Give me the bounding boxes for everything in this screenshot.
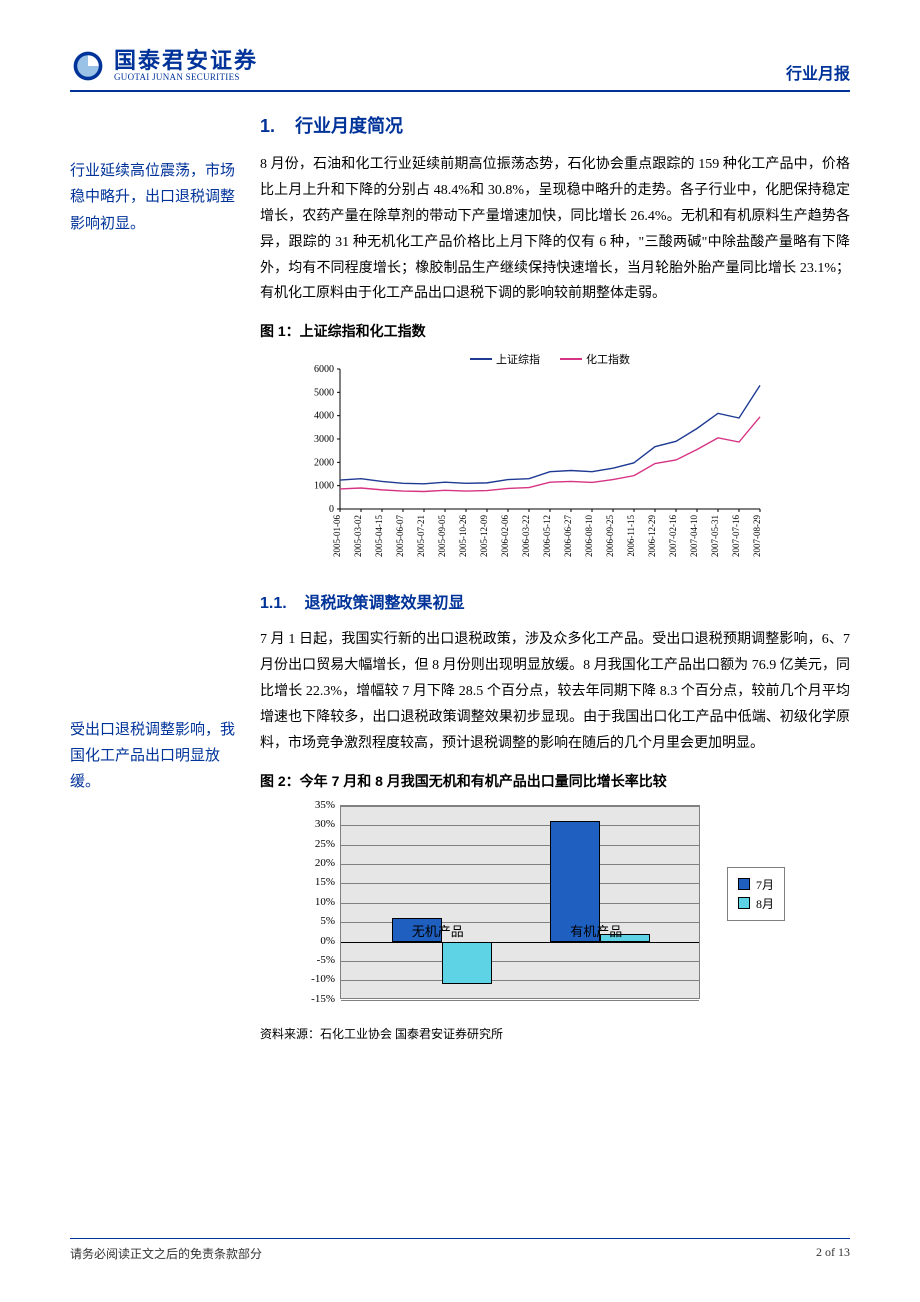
- svg-text:2005-06-07: 2005-06-07: [395, 515, 405, 557]
- legend-swatch: [738, 878, 750, 890]
- bar: [442, 942, 492, 985]
- fig2-legend-item-2: 8月: [738, 895, 774, 912]
- bc-ylabel: -15%: [290, 993, 335, 1005]
- section-1-title: 行业月度简况: [295, 116, 403, 136]
- svg-text:5000: 5000: [314, 388, 334, 399]
- svg-text:2006-06-27: 2006-06-27: [563, 515, 573, 557]
- fig2-bar-chart: 无机产品 有机产品 7月 8月 -15% -10% -5% 0% 5% 10% 15% 20% 2…: [290, 797, 810, 1017]
- fig1-legend-item-1: 上证综指: [470, 351, 540, 367]
- svg-text:6000: 6000: [314, 364, 334, 375]
- section-1-num: 1.: [260, 116, 275, 136]
- main-content: 1. 行业月度简况 8 月份，石油和化工行业延续前期高位振荡态势，石化协会重点跟…: [260, 112, 850, 1042]
- svg-text:2007-08-29: 2007-08-29: [752, 515, 762, 557]
- bc-ylabel: 20%: [290, 857, 335, 869]
- fig1-line-chart: 上证综指 化工指数 0 1000 2000 3000 4000 5000 6000 2005-…: [290, 347, 770, 567]
- legend-swatch: [738, 897, 750, 909]
- fig2-legend: 7月 8月: [727, 867, 785, 921]
- svg-text:2005-03-02: 2005-03-02: [353, 515, 363, 557]
- svg-text:3000: 3000: [314, 434, 334, 445]
- bc-ylabel: -5%: [290, 954, 335, 966]
- fig2-plot-area: 无机产品 有机产品: [340, 805, 700, 999]
- logo-text-cn: 国泰君安证券: [114, 50, 258, 72]
- svg-text:2006-05-12: 2006-05-12: [542, 515, 552, 557]
- footer-disclaimer: 请务必阅读正文之后的免责条款部分: [70, 1245, 262, 1262]
- svg-text:2000: 2000: [314, 458, 334, 469]
- bc-ylabel: 0%: [290, 935, 335, 947]
- legend-swatch: [560, 358, 582, 360]
- logo-icon: [70, 48, 106, 84]
- svg-text:2007-05-31: 2007-05-31: [710, 515, 720, 557]
- sidenote-1: 行业延续高位震荡，市场稳中略升，出口退税调整影响初显。: [70, 158, 240, 237]
- header-category: 行业月报: [786, 60, 850, 84]
- fig2-legend-label-2: 8月: [756, 895, 774, 912]
- section-11-num: 1.1.: [260, 595, 287, 612]
- fig2-title: 图 2：今年 7 月和 8 月我国无机和有机产品出口量同比增长率比较: [260, 771, 850, 791]
- logo: 国泰君安证券 GUOTAI JUNAN SECURITIES: [70, 48, 258, 84]
- svg-text:2006-09-25: 2006-09-25: [605, 515, 615, 557]
- svg-text:2006-02-06: 2006-02-06: [500, 515, 510, 557]
- sidenote-2: 受出口退税调整影响，我国化工产品出口明显放缓。: [70, 717, 240, 796]
- bc-ylabel: 30%: [290, 818, 335, 830]
- fig2-legend-item-1: 7月: [738, 876, 774, 893]
- fig2-legend-label-1: 7月: [756, 876, 774, 893]
- fig1-legend: 上证综指 化工指数: [340, 351, 760, 367]
- sidebar: 行业延续高位震荡，市场稳中略升，出口退税调整影响初显。 受出口退税调整影响，我国…: [70, 112, 240, 1042]
- section-11-title: 退税政策调整效果初显: [304, 595, 464, 612]
- section-1-heading: 1. 行业月度简况: [260, 112, 850, 138]
- bc-ylabel: 10%: [290, 896, 335, 908]
- svg-text:2005-07-21: 2005-07-21: [416, 515, 426, 557]
- fig1-legend-label-1: 上证综指: [496, 351, 540, 367]
- legend-swatch: [470, 358, 492, 360]
- bc-ylabel: -10%: [290, 973, 335, 985]
- svg-text:2005-09-05: 2005-09-05: [437, 515, 447, 557]
- svg-text:2005-04-15: 2005-04-15: [374, 515, 384, 557]
- svg-text:4000: 4000: [314, 411, 334, 422]
- svg-text:1000: 1000: [314, 481, 334, 492]
- bc-category-label: 无机产品: [412, 921, 464, 940]
- svg-text:2006-08-10: 2006-08-10: [584, 515, 594, 557]
- svg-text:2007-04-10: 2007-04-10: [689, 515, 699, 557]
- page-header: 国泰君安证券 GUOTAI JUNAN SECURITIES 行业月报: [70, 48, 850, 92]
- footer-page-number: 2 of 13: [816, 1245, 850, 1262]
- svg-text:2007-02-16: 2007-02-16: [668, 515, 678, 557]
- svg-text:2005-10-26: 2005-10-26: [458, 515, 468, 557]
- fig1-svg: 0 1000 2000 3000 4000 5000 6000 2005-01-06 2005-…: [290, 347, 770, 567]
- logo-text-en: GUOTAI JUNAN SECURITIES: [114, 72, 258, 82]
- bc-ylabel: 15%: [290, 876, 335, 888]
- svg-text:2005-12-09: 2005-12-09: [479, 515, 489, 557]
- page-footer: 请务必阅读正文之后的免责条款部分 2 of 13: [70, 1238, 850, 1262]
- svg-text:2006-11-15: 2006-11-15: [626, 515, 636, 557]
- section-11-heading: 1.1. 退税政策调整效果初显: [260, 589, 850, 613]
- fig1-title: 图 1：上证综指和化工指数: [260, 321, 850, 341]
- fig2-source: 资料来源：石化工业协会 国泰君安证券研究所: [260, 1025, 850, 1042]
- svg-text:2007-07-16: 2007-07-16: [731, 515, 741, 557]
- fig1-legend-label-2: 化工指数: [586, 351, 630, 367]
- svg-text:0: 0: [329, 504, 334, 515]
- section-1-para: 8 月份，石油和化工行业延续前期高位振荡态势，石化协会重点跟踪的 159 种化工…: [260, 152, 850, 307]
- bc-ylabel: 5%: [290, 915, 335, 927]
- svg-text:2006-03-22: 2006-03-22: [521, 515, 531, 557]
- section-11-para: 7 月 1 日起，我国实行新的出口退税政策，涉及众多化工产品。受出口退税预期调整…: [260, 627, 850, 756]
- bc-category-label: 有机产品: [570, 921, 622, 940]
- svg-text:2005-01-06: 2005-01-06: [332, 515, 342, 557]
- svg-text:2006-12-29: 2006-12-29: [647, 515, 657, 557]
- bc-ylabel: 25%: [290, 838, 335, 850]
- bc-ylabel: 35%: [290, 799, 335, 811]
- fig1-legend-item-2: 化工指数: [560, 351, 630, 367]
